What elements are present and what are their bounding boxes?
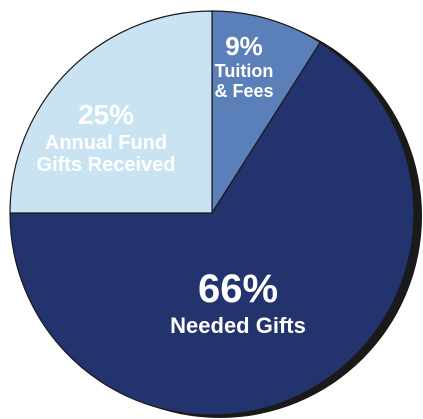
slice-category-label: & Fees <box>214 81 273 101</box>
slice-label-1: 66%Needed Gifts <box>170 267 306 338</box>
pie-slice-1 <box>9 41 415 416</box>
pie-slice-0 <box>211 10 321 214</box>
pie-slice-2 <box>9 10 213 214</box>
slice-percent-label: 66% <box>198 267 278 311</box>
slice-category-label: Needed Gifts <box>170 313 306 338</box>
slice-category-label: Tuition <box>215 61 274 81</box>
slice-label-0: 9%Tuition& Fees <box>214 31 273 101</box>
slice-category-label: Annual Fund <box>45 132 167 154</box>
slice-category-label: Gifts Received <box>37 154 176 176</box>
slice-percent-label: 9% <box>225 31 263 61</box>
slice-percent-label: 25% <box>78 99 134 130</box>
